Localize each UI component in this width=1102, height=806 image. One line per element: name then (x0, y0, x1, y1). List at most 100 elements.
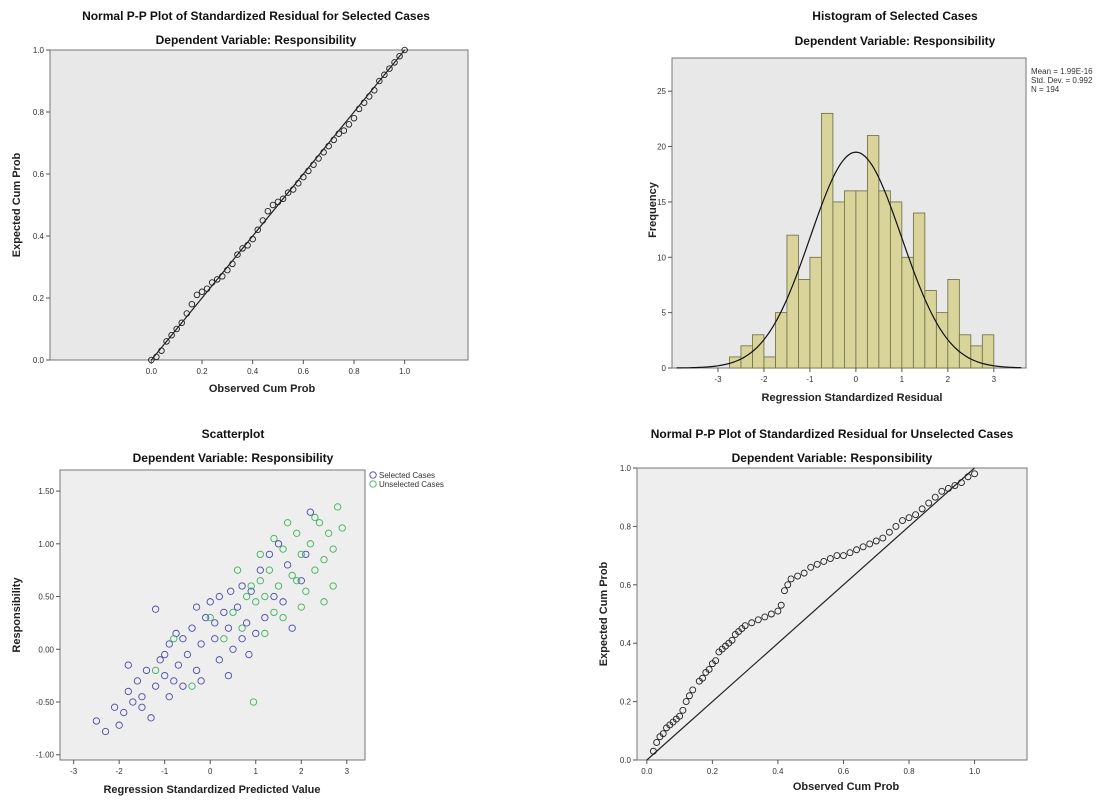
unselected-point (338, 524, 346, 532)
unselected-point (256, 550, 264, 559)
selected-point (192, 603, 201, 611)
selected-point (133, 677, 142, 685)
y-tick-label: 0.00 (38, 645, 54, 654)
pp-point (249, 235, 256, 243)
x-tick-label: 1.0 (969, 767, 981, 776)
y-tick-label: 0.4 (33, 232, 45, 241)
unselected-point (283, 519, 292, 527)
pp-selected-y-ticks: 0.0 0.2 0.4 0.6 0.8 1.0 (33, 46, 50, 365)
pp-point (699, 674, 706, 682)
unselected-point (293, 577, 301, 585)
pp-point (219, 273, 226, 280)
y-tick-label: 15 (657, 198, 666, 207)
pp-point (360, 99, 368, 106)
unselected-point (324, 529, 333, 537)
selected-point (283, 561, 292, 569)
scatter-title: Scatterplot (202, 427, 265, 441)
pp-point (800, 569, 808, 577)
histogram-bar (786, 234, 799, 369)
scatter-xlabel: Regression Standardized Predicted Value (103, 784, 320, 796)
selected-point (206, 598, 214, 606)
pp-selected-subtitle: Dependent Variable: Responsibility (156, 33, 357, 47)
x-tick-label: 0 (208, 767, 213, 776)
unselected-point (320, 555, 328, 564)
selected-point (124, 661, 132, 669)
histogram-mean: Mean = 1.99E-16 (1031, 67, 1093, 76)
pp-point (269, 201, 277, 209)
x-tick-label: 3 (992, 375, 997, 384)
y-tick-label: 0.2 (33, 294, 45, 303)
selected-point (224, 671, 233, 680)
x-tick-label: -1 (806, 375, 814, 384)
pp-point (659, 730, 667, 738)
pp-point (203, 285, 211, 292)
unselected-point (329, 545, 337, 553)
pp-point (682, 698, 690, 706)
unselected-point (279, 613, 287, 622)
histogram-bar (855, 190, 868, 369)
x-tick-label: 0 (854, 375, 859, 384)
pp-point (741, 622, 749, 630)
selected-point (165, 693, 173, 701)
histogram-bar (878, 190, 891, 369)
x-tick-label: 1.0 (399, 367, 411, 376)
unselected-point (311, 513, 319, 522)
selected-point (242, 619, 251, 627)
y-tick-label: 1.0 (33, 46, 45, 55)
x-tick-label: 1 (254, 767, 259, 776)
scatter-x-ticks: -3 -2 -1 0 1 2 3 (70, 760, 350, 776)
y-tick-label: 0.6 (33, 170, 45, 179)
y-tick-label: 0.2 (620, 698, 632, 707)
pp-point (188, 300, 196, 308)
unselected-point (170, 635, 178, 643)
pp-point (274, 198, 282, 206)
pp-unselected-subtitle: Dependent Variable: Responsibility (732, 451, 933, 465)
pp-point (784, 581, 792, 589)
histogram-ylabel: Frequency (647, 181, 659, 238)
pp-point (794, 572, 802, 580)
pp-point (653, 739, 661, 746)
selected-point (233, 603, 242, 611)
pp-point (310, 161, 317, 168)
pp-point (381, 71, 388, 79)
unselected-point (261, 629, 269, 638)
x-tick-label: 0.8 (348, 367, 360, 376)
pp-selected-marks (148, 46, 408, 364)
x-tick-label: 0.2 (196, 367, 208, 376)
pp-point (264, 207, 272, 215)
pp-point (224, 266, 231, 274)
unselected-point (151, 666, 160, 675)
y-tick-label: 0.0 (33, 356, 45, 365)
histogram-y-ticks: 0 5 10 15 20 25 (657, 87, 672, 373)
pp-point (925, 499, 933, 507)
pp-point (905, 514, 913, 522)
pp-selected-ylabel: Expected Cum Prob (11, 152, 23, 257)
selected-point (197, 677, 205, 685)
x-tick-label: -2 (760, 375, 768, 384)
pp-point (254, 226, 261, 234)
unselected-point (302, 587, 310, 595)
y-tick-label: 0.4 (620, 639, 632, 648)
histogram-bar (775, 312, 788, 369)
pp-point (840, 552, 847, 560)
pp-point (971, 470, 979, 478)
pp-point (649, 747, 657, 755)
selected-point (265, 550, 274, 559)
x-tick-label: 1 (900, 375, 905, 384)
pp-point (781, 587, 788, 595)
pp-point (183, 310, 191, 317)
pp-unselected-title: Normal P-P Plot of Standardized Residual… (651, 427, 1014, 441)
selected-point (297, 577, 305, 585)
x-tick-label: -1 (161, 767, 169, 776)
x-tick-label: 3 (345, 767, 350, 776)
selected-point (120, 708, 128, 717)
selected-point (270, 592, 278, 601)
selected-point (174, 661, 183, 669)
y-tick-label: 0.8 (33, 108, 45, 117)
pp-point (872, 537, 880, 545)
pp-point (345, 121, 353, 128)
unselected-point (233, 566, 242, 574)
histogram-bar (752, 334, 765, 369)
selected-point (238, 582, 246, 590)
selected-point (161, 650, 169, 659)
